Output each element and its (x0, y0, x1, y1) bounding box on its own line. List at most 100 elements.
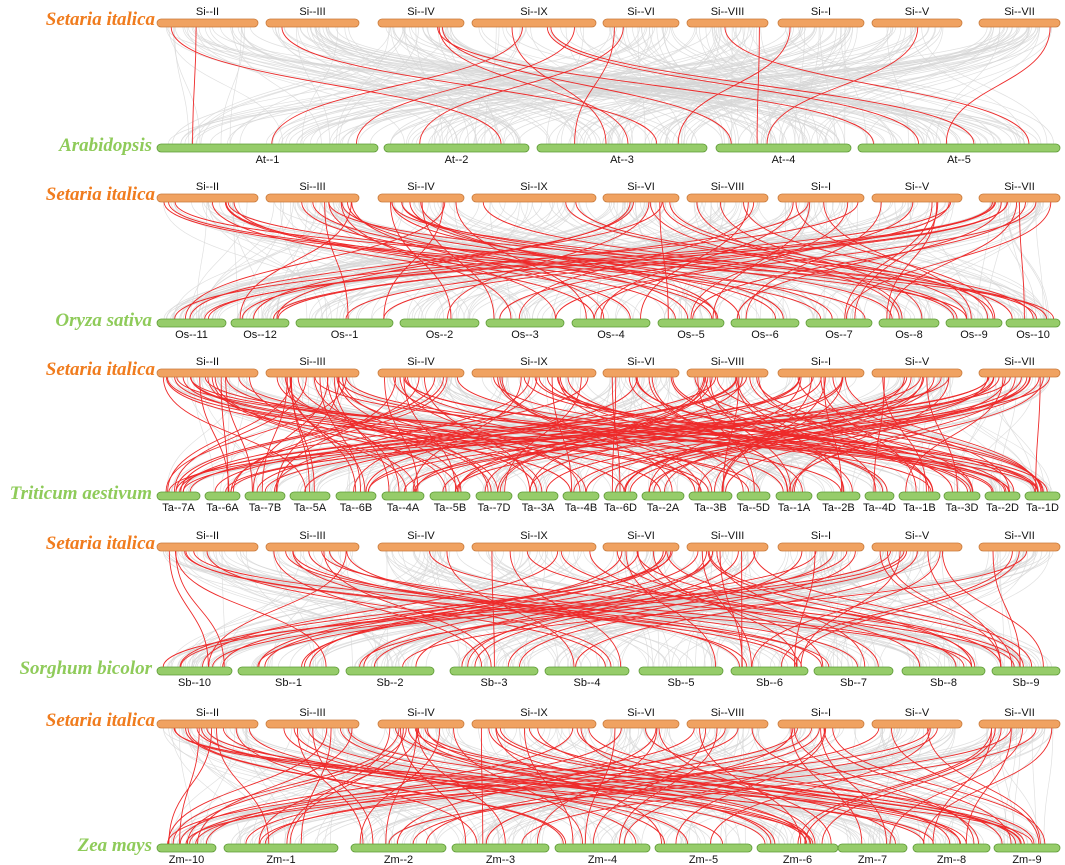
highlight-link (941, 550, 1044, 668)
background-link (835, 376, 1044, 493)
target-chromosome-label: Sb--4 (574, 677, 601, 689)
background-link (265, 26, 787, 145)
highlight-link (788, 376, 1044, 493)
target-chromosome-label: Sb--5 (668, 677, 695, 689)
target-chromosome-label: Os--1 (331, 329, 359, 341)
background-link (572, 727, 934, 845)
highlight-link (438, 26, 629, 145)
background-link (292, 376, 407, 493)
background-link (817, 727, 1037, 845)
background-link (825, 201, 951, 320)
background-link (489, 26, 1013, 145)
reference-chromosome-label: Si--IX (520, 6, 548, 18)
reference-chromosome-label: Si--II (196, 356, 219, 368)
reference-chromosome-bar (156, 719, 259, 729)
synteny-panel-4: Setaria italica Sorghum bicolor (19, 533, 1054, 679)
background-link (649, 376, 734, 493)
highlight-link (497, 376, 709, 493)
background-link (275, 26, 592, 145)
background-link (839, 26, 867, 145)
background-link (761, 26, 1039, 145)
target-chromosome-label: Ta--5B (434, 502, 466, 514)
background-link (860, 550, 1037, 668)
target-chromosome-bar (475, 491, 513, 501)
highlight-links (170, 26, 1051, 145)
background-link (875, 727, 1015, 845)
background-link (212, 201, 518, 320)
background-link (296, 26, 848, 145)
background-link (315, 26, 976, 145)
background-link (919, 376, 952, 493)
target-chromosome-bar (156, 666, 233, 676)
highlight-link (758, 376, 930, 493)
target-chromosome-label: Os--4 (597, 329, 625, 341)
background-link (308, 201, 567, 320)
synteny-panel-1: Setaria italica Arabidopsis (46, 9, 1054, 156)
highlight-link (162, 376, 307, 493)
reference-chromosome-label: Si--III (299, 6, 325, 18)
background-link (623, 727, 802, 845)
highlight-link (616, 550, 921, 668)
target-chromosome-label: Sb--2 (377, 677, 404, 689)
reference-chromosome-label: Si--V (905, 530, 930, 542)
background-link (695, 26, 895, 145)
highlight-link (347, 727, 962, 845)
background-link (171, 376, 332, 493)
target-chromosome-bar (945, 318, 1003, 328)
target-chromosome-bar (536, 143, 708, 153)
reference-chromosome-label: Si--VI (627, 6, 655, 18)
target-chromosome-bar (984, 491, 1021, 501)
background-link (371, 201, 554, 320)
highlight-links (162, 376, 1050, 493)
target-chromosome-bar (991, 666, 1061, 676)
target-chromosome-bar (544, 666, 630, 676)
reference-species-label: Setaria italica (46, 710, 156, 731)
highlight-link (521, 727, 1037, 845)
background-link (235, 727, 663, 845)
highlight-link (669, 201, 994, 320)
target-chromosome-bar (912, 843, 991, 853)
highlight-link (300, 727, 332, 845)
highlight-link (712, 201, 811, 320)
background-link (325, 26, 620, 145)
background-link (810, 26, 1030, 145)
highlight-link (619, 727, 718, 845)
highlight-link (309, 550, 623, 668)
highlight-link (495, 727, 961, 845)
reference-chromosome-bar (777, 368, 865, 378)
background-link (608, 26, 868, 145)
background-link (1035, 201, 1044, 320)
highlight-link (211, 201, 595, 320)
highlight-link (456, 376, 969, 493)
target-chromosome-bar (688, 491, 733, 501)
highlight-link (222, 727, 766, 845)
background-link (683, 26, 936, 145)
highlight-link (390, 201, 452, 320)
background-link (348, 26, 576, 145)
highlight-link (174, 201, 1055, 320)
background-link (190, 26, 391, 145)
highlight-link (297, 376, 499, 493)
target-chromosome-label: Ta--4A (387, 502, 420, 514)
reference-chromosome-label: Si--VII (1004, 707, 1035, 719)
highlight-link (415, 550, 714, 668)
background-link (655, 376, 726, 493)
target-chromosome-label: Sb--9 (1013, 677, 1040, 689)
target-chromosome-bar (837, 843, 908, 853)
background-link (322, 26, 650, 145)
highlight-link (507, 550, 803, 668)
target-chromosome-bar (562, 491, 600, 501)
highlight-link (670, 376, 934, 493)
reference-chromosome-bar (377, 18, 465, 28)
highlight-link (328, 201, 1048, 320)
target-chromosome-label: Ta--6D (604, 502, 637, 514)
target-chromosome-bar (756, 843, 839, 853)
reference-species-label: Setaria italica (46, 359, 156, 380)
highlight-link (461, 550, 739, 668)
background-link (988, 376, 1045, 493)
background-link (818, 26, 994, 145)
highlight-link (879, 550, 1002, 668)
target-chromosome-label: Zm--9 (1012, 854, 1041, 865)
reference-chromosome-bar (265, 368, 360, 378)
background-link (648, 26, 753, 145)
